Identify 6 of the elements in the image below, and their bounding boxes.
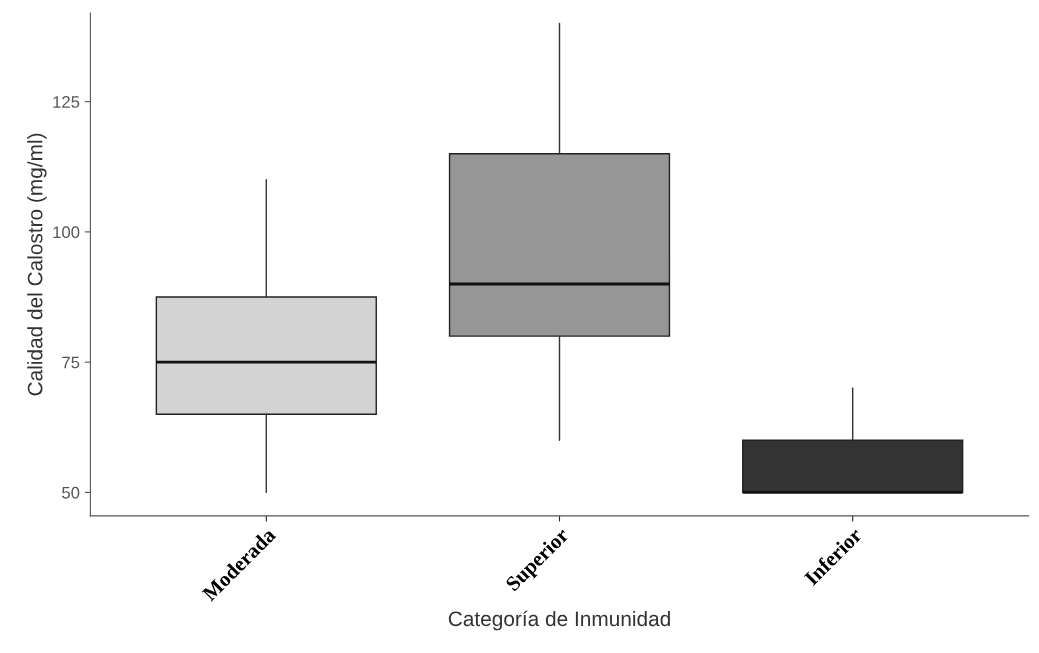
- y-tick-label: 50: [62, 486, 80, 499]
- y-tick-label: 100: [53, 226, 80, 239]
- y-tick-label: 125: [53, 96, 80, 108]
- y-tick-label: 75: [62, 356, 80, 369]
- y-axis-title: Calidad del Calostro (mg/ml): [27, 133, 47, 396]
- x-axis-title: Categoría de Inmunidad: [448, 610, 670, 631]
